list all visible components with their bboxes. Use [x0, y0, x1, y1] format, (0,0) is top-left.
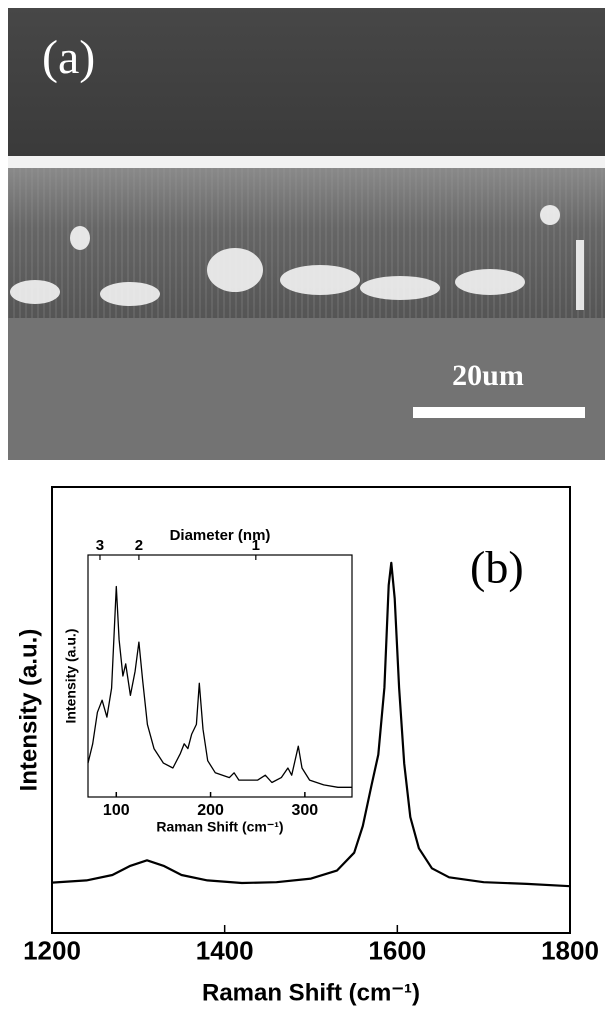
plot-frame [51, 486, 571, 934]
x-tick-label: 1200 [23, 935, 81, 965]
x-tick-label: 1800 [541, 935, 599, 965]
x2-axis-label: Diameter (nm) [170, 527, 271, 544]
x2-tick-label: 2 [135, 537, 143, 554]
x-tick-label: 200 [197, 802, 224, 819]
x-tick-label: 300 [292, 802, 319, 819]
panel-label: (a) [42, 31, 95, 84]
scale-bar-label: 20um [452, 359, 524, 392]
spectrum-line [51, 561, 571, 888]
x-tick-label: 1400 [196, 935, 254, 965]
sem-image: (a) 20um [8, 8, 605, 460]
x2-tick-label: 1 [252, 537, 260, 554]
panel-label: (b) [470, 542, 524, 593]
spectrum-line [87, 585, 352, 788]
y-axis-label: Intensity (a.u.) [63, 629, 79, 724]
inset-frame [87, 554, 353, 798]
x-axis-label: Raman Shift (cm⁻¹) [202, 979, 420, 1006]
x2-tick-label: 3 [96, 537, 104, 554]
x-axis-label: Raman Shift (cm⁻¹) [156, 819, 283, 835]
x-tick-label: 1600 [368, 935, 426, 965]
y-axis-label: Intensity (a.u.) [15, 629, 42, 792]
x-tick-label: 100 [103, 802, 130, 819]
